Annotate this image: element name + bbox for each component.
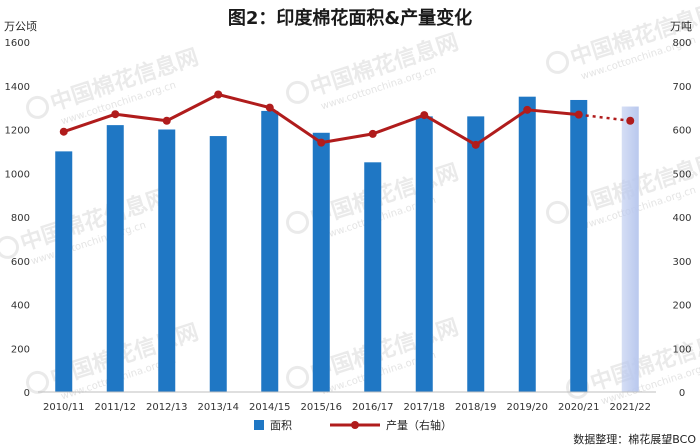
x-axis-ticks: 2010/11 2011/12 2012/13 2013/14 2014/15 2015/… bbox=[43, 402, 651, 413]
legend-line-marker bbox=[351, 421, 359, 429]
source-note: 数据整理：棉花展望BCO bbox=[573, 432, 696, 446]
production-point bbox=[162, 116, 171, 125]
production-point bbox=[368, 129, 377, 138]
right-axis-unit: 万吨 bbox=[670, 20, 692, 33]
area-bar bbox=[364, 162, 382, 392]
x-tick-label: 2012/13 bbox=[146, 402, 188, 413]
x-tick-label: 2018/19 bbox=[455, 402, 497, 413]
production-point bbox=[111, 110, 120, 119]
watermark-logo-icon bbox=[286, 80, 310, 104]
area-bar bbox=[158, 129, 176, 392]
x-tick-label: 2013/14 bbox=[197, 402, 239, 413]
right-tick-label: 600 bbox=[672, 126, 691, 137]
x-tick-label: 2015/16 bbox=[300, 402, 342, 413]
watermark-logo-icon bbox=[0, 235, 20, 259]
production-line-projected bbox=[578, 113, 631, 122]
watermark-logo-icon bbox=[286, 210, 310, 234]
watermark-logo-icon bbox=[286, 365, 310, 389]
area-bar bbox=[261, 110, 279, 392]
left-tick-label: 600 bbox=[11, 257, 30, 268]
left-tick-label: 1600 bbox=[5, 38, 30, 49]
area-bar bbox=[209, 136, 227, 392]
area-bar bbox=[570, 99, 588, 392]
legend: 面积 产量（右轴） bbox=[254, 418, 452, 432]
right-tick-label: 500 bbox=[672, 169, 691, 180]
right-tick-label: 0 bbox=[679, 388, 685, 399]
x-tick-label: 2017/18 bbox=[403, 402, 445, 413]
right-tick-label: 300 bbox=[672, 257, 691, 268]
left-tick-label: 1200 bbox=[5, 126, 30, 137]
production-point bbox=[471, 140, 480, 149]
right-axis-ticks: 0 100 200 300 400 500 600 700 800 bbox=[672, 38, 691, 399]
left-tick-label: 1000 bbox=[5, 169, 30, 180]
production-point bbox=[317, 138, 326, 147]
x-tick-label: 2014/15 bbox=[249, 402, 291, 413]
watermark-logo-icon bbox=[546, 50, 570, 74]
production-point bbox=[265, 103, 274, 112]
production-point bbox=[574, 110, 583, 119]
x-tick-label: 2021/22 bbox=[609, 402, 651, 413]
x-tick-label: 2019/20 bbox=[506, 402, 548, 413]
left-tick-label: 1400 bbox=[5, 82, 30, 93]
left-axis-ticks: 0 200 400 600 800 1000 1200 1400 1600 bbox=[5, 38, 30, 399]
right-tick-label: 200 bbox=[672, 301, 691, 312]
production-point bbox=[214, 90, 223, 99]
legend-label-area: 面积 bbox=[270, 419, 292, 432]
area-bar bbox=[621, 106, 639, 392]
left-tick-label: 200 bbox=[11, 344, 30, 355]
area-bar bbox=[55, 151, 73, 392]
x-tick-label: 2011/12 bbox=[94, 402, 136, 413]
area-bar bbox=[518, 96, 536, 392]
area-bar bbox=[106, 125, 124, 392]
x-tick-label: 2010/11 bbox=[43, 402, 85, 413]
area-bar bbox=[415, 116, 433, 392]
production-point bbox=[59, 127, 68, 136]
right-tick-label: 700 bbox=[672, 82, 691, 93]
production-point bbox=[420, 111, 429, 120]
left-tick-label: 400 bbox=[11, 301, 30, 312]
right-tick-label: 400 bbox=[672, 213, 691, 224]
watermark-logo-icon bbox=[546, 200, 570, 224]
right-tick-label: 100 bbox=[672, 344, 691, 355]
left-axis-unit: 万公顷 bbox=[4, 20, 37, 33]
area-bar bbox=[312, 132, 330, 392]
production-point bbox=[626, 116, 635, 125]
legend-bar-swatch bbox=[254, 420, 264, 430]
watermark-logo-icon bbox=[26, 95, 50, 119]
chart-title: 图2：印度棉花面积&产量变化 bbox=[228, 7, 472, 29]
x-tick-label: 2016/17 bbox=[352, 402, 394, 413]
production-point bbox=[523, 105, 532, 114]
area-bar bbox=[467, 116, 485, 392]
left-tick-label: 800 bbox=[11, 213, 30, 224]
area-bars bbox=[55, 96, 639, 392]
right-tick-label: 800 bbox=[672, 38, 691, 49]
legend-label-production: 产量（右轴） bbox=[386, 418, 452, 432]
production-line bbox=[59, 90, 635, 149]
left-tick-label: 0 bbox=[24, 388, 30, 399]
x-tick-label: 2020/21 bbox=[558, 402, 600, 413]
